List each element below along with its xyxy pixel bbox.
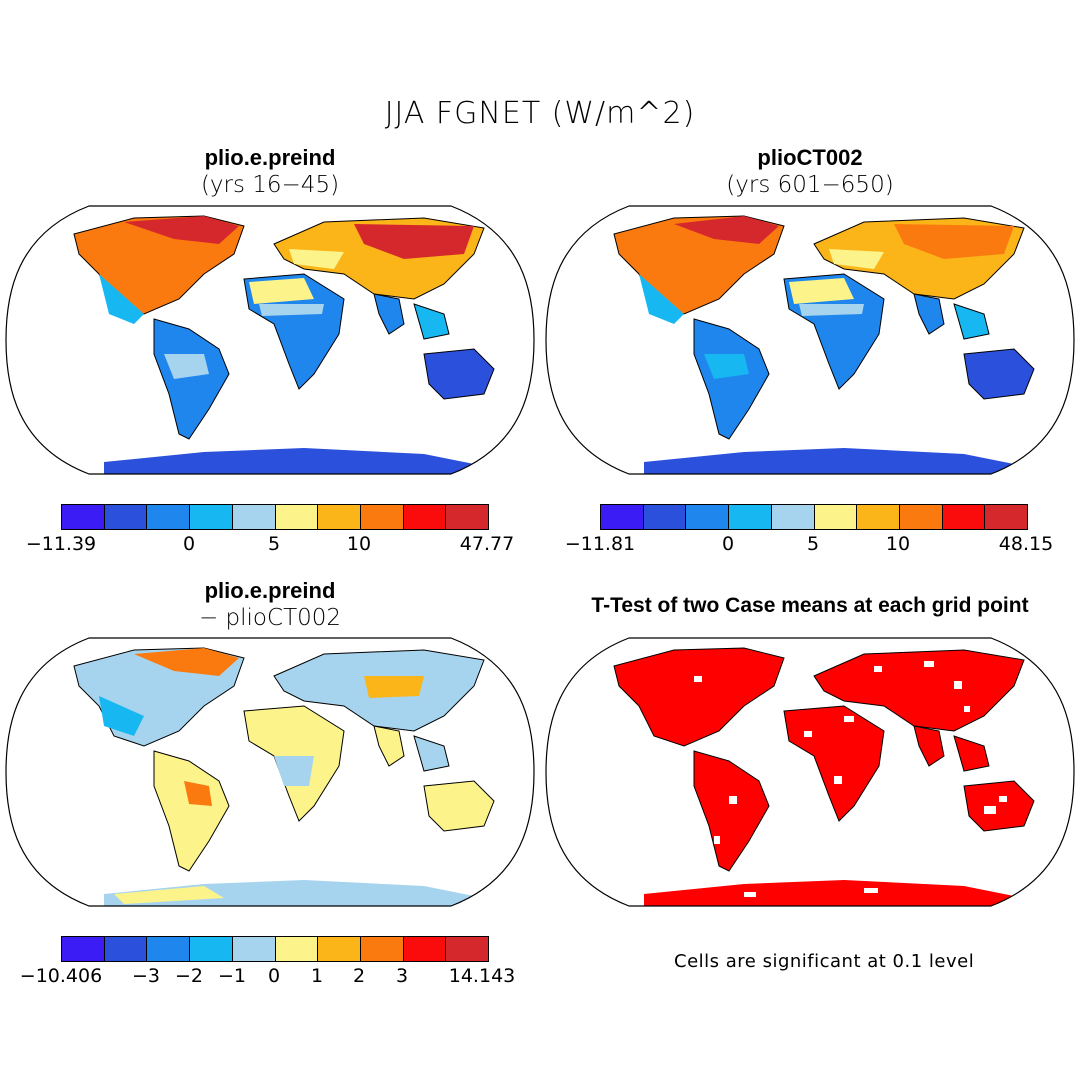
colorbar-tick: 1: [310, 965, 324, 987]
colorbar-cell: [601, 505, 644, 529]
colorbar-cell: [643, 505, 687, 529]
colorbar-tick: −2: [174, 965, 204, 987]
colorbar-cell: [147, 505, 191, 529]
colorbar-cell: [190, 937, 233, 961]
colorbar-tick: −10.406: [19, 965, 103, 987]
panel-1-title: plio.e.preind: [204, 145, 336, 170]
colorbar-cell: [771, 505, 815, 529]
colorbar-cell: [857, 505, 900, 529]
colorbar-cell: [446, 937, 489, 961]
colorbar-tick: −11.81: [564, 533, 636, 555]
colorbar-cell: [403, 937, 447, 961]
colorbar-tick: −1: [217, 965, 247, 987]
colorbar-tick: −3: [131, 965, 161, 987]
colorbar-cell: [104, 505, 148, 529]
colorbar-cell: [62, 505, 105, 529]
colorbar-cell: [318, 505, 361, 529]
colorbar-tick: 5: [806, 533, 820, 555]
figure-title: JJA FGNET (W/m^2): [384, 96, 696, 131]
colorbar-tick: 10: [346, 533, 372, 555]
colorbar-cell: [814, 505, 858, 529]
colorbar-cell: [729, 505, 772, 529]
colorbar-cell: [899, 505, 943, 529]
colorbar-tick: 0: [182, 533, 196, 555]
colorbar-cell: [686, 505, 730, 529]
colorbar-cell: [232, 505, 276, 529]
colorbar-cell: [232, 937, 276, 961]
colorbar-panel-3: [61, 936, 489, 962]
colorbar-tick: 3: [395, 965, 409, 987]
colorbar-cell: [62, 937, 105, 961]
map-panel-4: [545, 637, 1075, 907]
panel-2-title: plioCT002: [757, 145, 863, 170]
colorbar-tick: 5: [267, 533, 281, 555]
panel-1-subtitle: (yrs 16−45): [200, 172, 340, 198]
map-panel-1: [5, 205, 535, 475]
colorbar-cell: [318, 937, 361, 961]
panel-2-subtitle: (yrs 601−650): [726, 172, 894, 198]
panel-3-title: plio.e.preind: [204, 578, 336, 603]
significance-note: Cells are significant at 0.1 level: [674, 951, 975, 972]
colorbar-tick: 14.143: [448, 965, 516, 987]
panel-3-subtitle: − plioCT002: [198, 605, 342, 631]
colorbar-panel-2: [600, 504, 1028, 530]
colorbar-tick: 0: [267, 965, 281, 987]
colorbar-panel-1: [61, 504, 489, 530]
colorbar-cell: [985, 505, 1028, 529]
map-panel-2: [545, 205, 1075, 475]
colorbar-tick: −11.39: [25, 533, 97, 555]
colorbar-tick: 2: [352, 965, 366, 987]
colorbar-cell: [190, 505, 233, 529]
colorbar-cell: [403, 505, 447, 529]
colorbar-cell: [942, 505, 986, 529]
colorbar-tick: 47.77: [459, 533, 515, 555]
panel-4-title: T-Test of two Case means at each grid po…: [591, 594, 1029, 617]
colorbar-tick: 48.15: [998, 533, 1054, 555]
colorbar-cell: [275, 505, 319, 529]
colorbar-cell: [275, 937, 319, 961]
colorbar-cell: [360, 937, 404, 961]
map-panel-3: [5, 637, 535, 907]
colorbar-cell: [360, 505, 404, 529]
colorbar-tick: 10: [885, 533, 911, 555]
colorbar-cell: [446, 505, 489, 529]
colorbar-tick: 0: [721, 533, 735, 555]
colorbar-cell: [104, 937, 148, 961]
colorbar-cell: [147, 937, 191, 961]
